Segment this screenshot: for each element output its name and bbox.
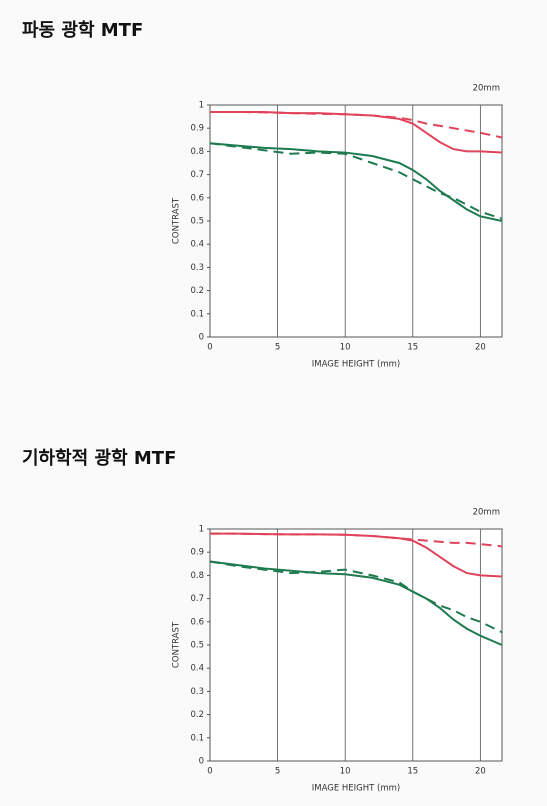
x-tick-label: 10	[340, 343, 351, 353]
x-tick-label: 15	[407, 343, 418, 353]
x-tick-label: 15	[407, 767, 418, 777]
x-tick-label: 5	[275, 343, 280, 353]
y-tick-label: 0.4	[190, 240, 204, 250]
y-tick-label: 0.4	[190, 664, 204, 674]
y-tick-label: 0.2	[190, 710, 204, 720]
mtf-line	[210, 110, 503, 154]
plot-area	[209, 104, 503, 338]
x-tick-label: 5	[275, 767, 280, 777]
y-tick-label: 0.3	[190, 263, 204, 273]
x-tick-label: 20	[475, 767, 486, 777]
y-axis-label: CONTRAST	[172, 197, 182, 244]
y-tick-label: 0.5	[190, 217, 204, 227]
section-heading: 파동 광학 MTF	[22, 19, 143, 41]
plot-area	[209, 528, 503, 762]
y-tick-label: 0.6	[190, 617, 204, 627]
y-tick-label: 0.1	[190, 733, 204, 743]
y-tick-label: 0.6	[190, 193, 204, 203]
x-axis-label: IMAGE HEIGHT (mm)	[312, 784, 401, 794]
mtf-line	[209, 560, 503, 634]
y-tick-label: 1	[199, 525, 204, 535]
y-tick-label: 0	[199, 757, 204, 767]
mtf-line	[209, 560, 503, 646]
y-tick-label: 0.9	[190, 548, 204, 558]
x-tick-label: 20	[475, 343, 486, 353]
y-tick-label: 0.8	[190, 147, 204, 157]
y-tick-label: 0	[199, 333, 204, 343]
annotation: 20mm	[473, 508, 500, 518]
y-axis-label: CONTRAST	[172, 621, 182, 668]
y-tick-label: 0.1	[190, 309, 204, 319]
annotation: 20mm	[473, 84, 500, 94]
x-axis-label: IMAGE HEIGHT (mm)	[312, 360, 401, 370]
x-tick-label: 0	[207, 767, 212, 777]
y-tick-label: 0.5	[190, 641, 204, 651]
y-tick-label: 0.7	[190, 170, 204, 180]
x-tick-label: 0	[207, 343, 212, 353]
x-tick-label: 10	[340, 767, 351, 777]
y-tick-label: 1	[199, 101, 204, 111]
mtf-line	[209, 142, 503, 220]
y-tick-label: 0.3	[190, 687, 204, 697]
y-tick-label: 0.9	[190, 124, 204, 134]
y-tick-label: 0.7	[190, 594, 204, 604]
section-heading: 기하학적 광학 MTF	[22, 447, 176, 469]
y-tick-label: 0.8	[190, 571, 204, 581]
y-tick-label: 0.2	[190, 286, 204, 296]
mtf-line	[209, 142, 503, 222]
mtf-line	[210, 532, 503, 578]
